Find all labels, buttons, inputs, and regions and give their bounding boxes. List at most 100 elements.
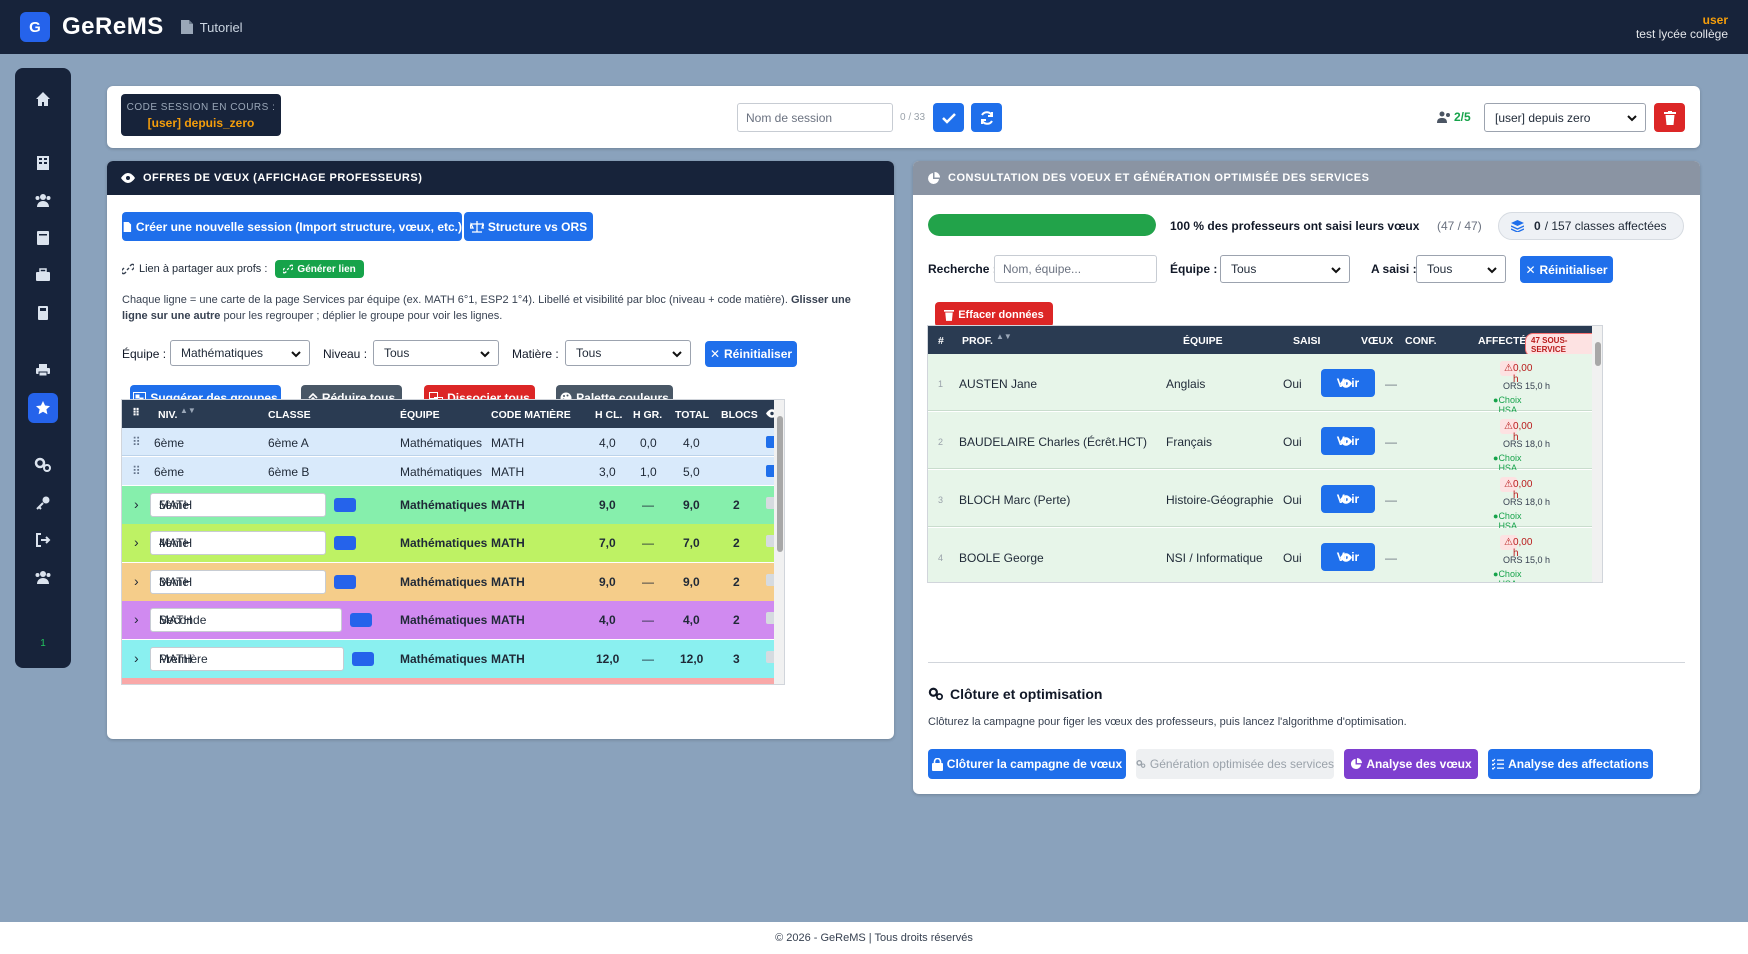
brand-name[interactable]: GeReMS — [62, 13, 164, 40]
ungroup-icon[interactable] — [350, 613, 372, 627]
chevron-down-icon — [672, 351, 682, 358]
ungroup-icon[interactable] — [334, 575, 356, 589]
cogs-icon[interactable] — [15, 450, 71, 480]
chevron-right-icon[interactable]: › — [134, 573, 139, 589]
group-row[interactable]: › Première MATH Mathématiques MATH 12,0 … — [122, 640, 784, 678]
online-users-icon[interactable] — [15, 562, 71, 592]
session-name-counter: 0 / 33 — [900, 112, 926, 123]
eye-icon — [1340, 494, 1352, 504]
niveau-filter-select[interactable]: Tous — [373, 340, 499, 366]
users-icon[interactable] — [15, 185, 71, 215]
search-input[interactable]: Nom, équipe... — [994, 255, 1157, 283]
voir-button[interactable]: Voir — [1321, 543, 1375, 571]
drag-handle-icon[interactable]: ⠿ — [132, 435, 141, 449]
calculator-icon[interactable] — [15, 298, 71, 328]
table-header: ⠿ NIV. ▲▼ CLASSE ÉQUIPE CODE MATIÈRE H C… — [122, 400, 784, 428]
ungroup-icon[interactable] — [352, 652, 374, 666]
group-equipe: Mathématiques — [400, 498, 488, 512]
home-icon[interactable] — [15, 84, 71, 114]
group-label-input[interactable]: 5ème MATH — [150, 493, 326, 517]
voir-button[interactable]: Voir — [1321, 369, 1375, 397]
table-row[interactable]: 2 BAUDELAIRE Charles (Écrêt.HCT) Françai… — [928, 412, 1592, 483]
print-icon[interactable] — [15, 355, 71, 385]
chevron-right-icon[interactable]: › — [134, 496, 139, 512]
briefcase-icon[interactable] — [15, 260, 71, 290]
voir-button[interactable]: Voir — [1321, 485, 1375, 513]
group-row[interactable]: › 3ème MATH Mathématiques MATH 9,0 — 9,0… — [122, 563, 784, 601]
asaisi-select[interactable]: Tous — [1416, 255, 1506, 283]
refresh-session-button[interactable] — [971, 103, 1002, 132]
scroll-thumb[interactable] — [777, 416, 783, 552]
clear-data-button[interactable]: Effacer données — [935, 302, 1053, 327]
col-code-matiere[interactable]: CODE MATIÈRE — [491, 409, 571, 421]
voir-button[interactable]: Voir — [1321, 427, 1375, 455]
help-bold-2: ligne sur une autre — [122, 310, 221, 322]
group-row[interactable]: › Seconde MATH Mathématiques MATH 4,0 — … — [122, 601, 784, 639]
left-reset-button[interactable]: ✕ Réinitialiser — [705, 341, 797, 367]
create-session-label: Créer une nouvelle session (Import struc… — [135, 219, 462, 234]
col-affecte[interactable]: AFFECTÉ — [1478, 335, 1527, 347]
col-conf[interactable]: CONF. — [1405, 335, 1437, 347]
group-label-input[interactable]: Seconde MATH — [150, 608, 342, 632]
table-row[interactable]: 3 BLOCH Marc (Perte) Histoire-Géographie… — [928, 470, 1592, 541]
group-blocs: 2 — [733, 613, 740, 627]
col-prof[interactable]: PROF. — [962, 335, 993, 347]
session-select[interactable]: [user] depuis zero — [1484, 103, 1646, 132]
generate-services-button[interactable]: Génération optimisée des services — [1136, 749, 1334, 779]
star-icon[interactable] — [15, 393, 71, 423]
col-h-gr: H GR. — [633, 409, 663, 421]
group-row[interactable]: › 4ème MATH Mathématiques MATH 7,0 — 7,0… — [122, 524, 784, 562]
table-row[interactable]: 1 AUSTEN Jane Anglais Oui Voir — ⚠ 0,00 … — [928, 354, 1592, 425]
left-table-scrollbar[interactable] — [774, 400, 784, 684]
top-navbar: G GeReMS Tutoriel user test lycée collèg… — [0, 0, 1748, 54]
matiere-filter-select[interactable]: Tous — [565, 340, 691, 366]
group-total: 9,0 — [683, 575, 700, 589]
search-label: Recherche : — [928, 262, 997, 276]
scroll-thumb[interactable] — [1595, 342, 1601, 366]
close-campaign-button[interactable]: Clôturer la campagne de vœux — [928, 749, 1126, 779]
eye-icon — [1340, 378, 1352, 388]
logo[interactable]: G — [20, 12, 50, 42]
analyse-voeux-button[interactable]: Analyse des vœux — [1344, 749, 1478, 779]
equipe-filter-select[interactable]: Mathématiques — [170, 340, 310, 366]
key-icon[interactable] — [15, 488, 71, 518]
chevron-right-icon[interactable]: › — [134, 611, 139, 627]
delete-session-button[interactable] — [1654, 103, 1685, 132]
row-ors: ORS 18,0 h — [1503, 439, 1551, 449]
group-level: Seconde — [159, 613, 207, 627]
table-row[interactable]: ⠿ 6ème 6ème A Mathématiques MATH 4,0 0,0… — [122, 428, 784, 456]
table-row[interactable]: ⠿ 6ème 6ème B Mathématiques MATH 3,0 1,0… — [122, 457, 784, 485]
analyse-affectations-button[interactable]: Analyse des affectations — [1488, 749, 1653, 779]
create-session-button[interactable]: Créer une nouvelle session (Import struc… — [122, 212, 462, 241]
drag-handle-icon[interactable]: ⠿ — [132, 464, 141, 478]
chevron-right-icon[interactable]: › — [134, 650, 139, 666]
tutorial-link[interactable]: Tutoriel — [180, 19, 243, 35]
user-info[interactable]: user test lycée collège — [1636, 13, 1728, 41]
confirm-session-button[interactable] — [933, 103, 964, 132]
group-label-input[interactable]: 4ème MATH — [150, 531, 326, 555]
group-hgr: — — [642, 536, 654, 550]
col-equipe[interactable]: ÉQUIPE — [400, 409, 440, 421]
ungroup-icon[interactable] — [334, 498, 356, 512]
table-row[interactable]: 4 BOOLE George NSI / Informatique Oui Vo… — [928, 528, 1592, 582]
right-reset-button[interactable]: ✕ Réinitialiser — [1520, 256, 1613, 283]
sous-service-badge[interactable]: 47 SOUS-SERVICE — [1525, 333, 1602, 357]
right-table-scrollbar[interactable] — [1592, 326, 1602, 582]
building-icon[interactable] — [15, 148, 71, 178]
right-equipe-select[interactable]: Tous — [1220, 255, 1350, 283]
hours-badge: ⚠ 0,00 h — [1500, 419, 1532, 443]
book-icon[interactable] — [15, 223, 71, 253]
structure-vs-ors-button[interactable]: Structure vs ORS — [464, 212, 593, 241]
ungroup-icon[interactable] — [334, 536, 356, 550]
group-row[interactable]: › 5ème MATH Mathématiques MATH 9,0 — 9,0… — [122, 486, 784, 524]
group-label-input[interactable]: Première MATH — [150, 647, 344, 671]
chevron-right-icon[interactable]: › — [134, 534, 139, 550]
col-saisi[interactable]: SAISI — [1293, 335, 1321, 347]
col-equipe[interactable]: ÉQUIPE — [1183, 335, 1223, 347]
col-niv[interactable]: NIV. — [158, 409, 178, 421]
group-label-input[interactable]: 3ème MATH — [150, 570, 326, 594]
generate-link-button[interactable]: Générer lien — [275, 260, 364, 278]
session-name-input[interactable]: Nom de session — [737, 103, 893, 132]
group-blocs: 2 — [733, 498, 740, 512]
logout-icon[interactable] — [15, 525, 71, 555]
